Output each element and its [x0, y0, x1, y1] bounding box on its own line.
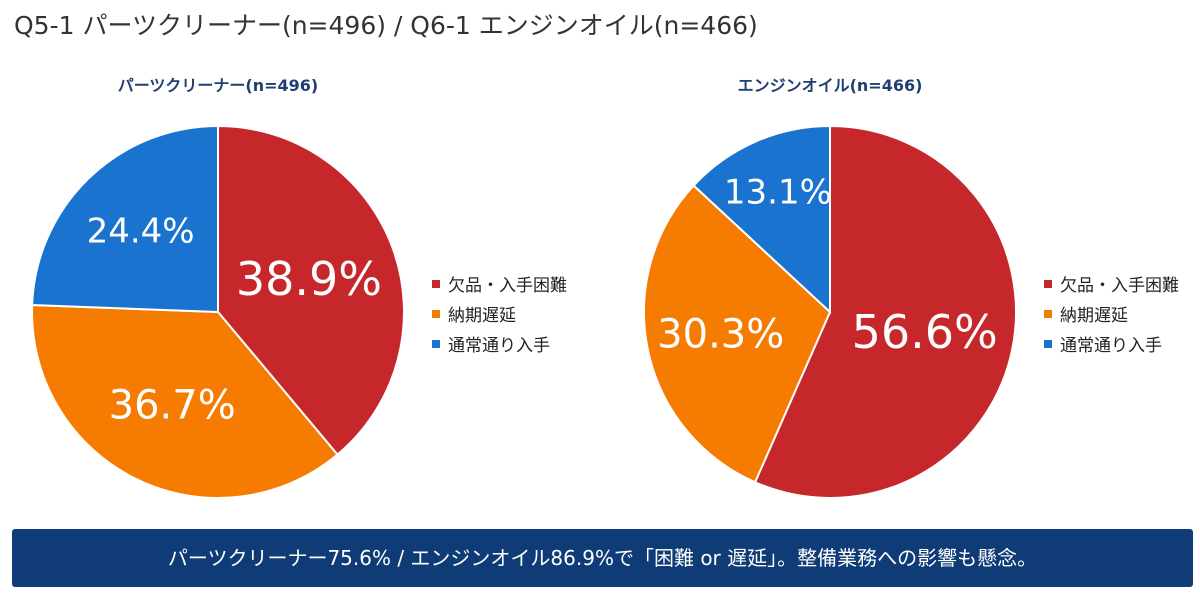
pie-chart-engine-oil: 56.6% 30.3% 13.1%: [643, 124, 1017, 499]
legend-parts-cleaner: 欠品・入手困難 納期遅延 通常通り入手: [432, 271, 567, 361]
chart-title-engine-oil: エンジンオイル(n=466): [737, 76, 923, 95]
data-label-difficult: 56.6%: [852, 305, 998, 359]
legend-item-normal: 通常通り入手: [1044, 331, 1179, 361]
legend-swatch-normal: [432, 340, 440, 348]
legend-swatch-delay: [432, 310, 440, 318]
legend-label: 通常通り入手: [448, 336, 550, 356]
data-label-normal: 13.1%: [724, 173, 832, 213]
chart-title-parts-cleaner: パーツクリーナー(n=496): [117, 76, 319, 95]
legend-swatch-difficult: [432, 280, 440, 288]
slice-normal: [31, 124, 219, 314]
data-label-delay: 36.7%: [109, 383, 236, 429]
legend-item-difficult: 欠品・入手困難: [1044, 271, 1179, 301]
legend-item-normal: 通常通り入手: [432, 331, 567, 361]
legend-item-delay: 納期遅延: [432, 301, 567, 331]
data-label-normal: 24.4%: [87, 212, 195, 252]
data-label-delay: 30.3%: [657, 312, 784, 358]
slice-difficult: [753, 124, 1017, 499]
legend-swatch-difficult: [1044, 280, 1052, 288]
summary-banner: パーツクリーナー75.6% / エンジンオイル86.9%で「困難 or 遅延」。…: [12, 529, 1193, 587]
slice-normal: [692, 124, 831, 315]
legend-swatch-delay: [1044, 310, 1052, 318]
legend-swatch-normal: [1044, 340, 1052, 348]
slice-delay: [31, 303, 339, 499]
slice-difficult: [217, 124, 405, 456]
legend-label: 納期遅延: [1060, 306, 1128, 326]
data-label-difficult: 38.9%: [236, 252, 382, 306]
slice-delay: [643, 184, 832, 484]
page-title: Q5-1 パーツクリーナー(n=496) / Q6-1 エンジンオイル(n=46…: [14, 11, 758, 40]
legend-label: 欠品・入手困難: [1060, 276, 1179, 296]
legend-label: 欠品・入手困難: [448, 276, 567, 296]
legend-item-difficult: 欠品・入手困難: [432, 271, 567, 301]
legend-label: 納期遅延: [448, 306, 516, 326]
legend-label: 通常通り入手: [1060, 336, 1162, 356]
legend-engine-oil: 欠品・入手困難 納期遅延 通常通り入手: [1044, 271, 1179, 361]
legend-item-delay: 納期遅延: [1044, 301, 1179, 331]
pie-chart-parts-cleaner: 38.9% 36.7% 24.4%: [31, 124, 405, 499]
